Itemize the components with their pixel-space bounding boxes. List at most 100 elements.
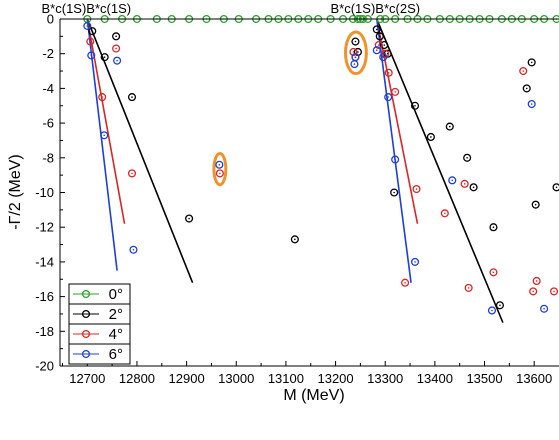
fit-line-second-0 bbox=[376, 18, 504, 323]
point-dot-s2-0 bbox=[89, 40, 92, 43]
point-dot-s1-19 bbox=[499, 304, 501, 307]
x-tick-label-9: 13600 bbox=[516, 371, 552, 386]
legend-label-3: 6° bbox=[109, 346, 123, 363]
point-dot-s1-15 bbox=[448, 125, 451, 128]
point-dot-s1-21 bbox=[530, 61, 533, 64]
point-dot-s2-3 bbox=[131, 172, 133, 175]
legend-marker-3 bbox=[81, 349, 91, 359]
point-s1-4 bbox=[185, 214, 194, 223]
y-tick-label-1: -2 bbox=[42, 46, 54, 61]
point-s2-9 bbox=[384, 68, 393, 77]
point-dot-s3-1 bbox=[90, 54, 93, 57]
highlight-layer bbox=[212, 30, 368, 187]
point-s1-3 bbox=[127, 93, 137, 102]
x-tick-label-4: 13100 bbox=[268, 371, 304, 386]
fit-lines-layer bbox=[86, 18, 504, 323]
point-dot-s2-13 bbox=[444, 212, 446, 215]
point-s3-16 bbox=[540, 304, 549, 313]
point-dot-s1-23 bbox=[555, 186, 558, 189]
point-dot-s3-5 bbox=[218, 163, 221, 166]
point-dot-s3-16 bbox=[543, 307, 545, 310]
point-s3-12 bbox=[410, 257, 420, 266]
legend-label-1: 2° bbox=[109, 306, 123, 323]
x-tick-label-2: 12900 bbox=[169, 371, 205, 386]
x-tick-label-0: 12700 bbox=[69, 371, 105, 386]
point-dot-s2-9 bbox=[387, 71, 390, 74]
point-dot-s1-2 bbox=[115, 35, 117, 38]
point-dot-s1-3 bbox=[131, 96, 133, 98]
point-s2-16 bbox=[489, 268, 498, 277]
point-s2-0 bbox=[86, 37, 95, 46]
point-s1-8 bbox=[372, 25, 381, 34]
point-s2-18 bbox=[529, 287, 538, 296]
point-dot-s2-1 bbox=[101, 96, 104, 98]
point-dot-s1-8 bbox=[375, 28, 378, 31]
point-s1-20 bbox=[522, 84, 531, 93]
point-s3-4 bbox=[129, 245, 138, 254]
point-s1-1 bbox=[100, 53, 109, 62]
y-tick-label-0: 0 bbox=[47, 12, 54, 27]
y-tick-label-9: -18 bbox=[35, 324, 54, 339]
highlight-ellipse-1 bbox=[343, 30, 368, 76]
fit-line-first-3 bbox=[86, 18, 118, 271]
point-dot-s1-0 bbox=[91, 30, 94, 32]
x-ticks: 12700 12800 12900 13000 13100 13200 13300 13400… bbox=[61, 361, 552, 386]
point-dot-s3-15 bbox=[530, 103, 533, 105]
point-dot-s2-2 bbox=[115, 47, 117, 50]
fit-line-second-1 bbox=[375, 18, 419, 224]
point-dot-s2-19 bbox=[535, 280, 538, 282]
point-s3-5 bbox=[215, 160, 224, 169]
point-dot-s1-14 bbox=[430, 136, 432, 138]
y-tick-label-2: -4 bbox=[42, 81, 54, 96]
point-s2-1 bbox=[98, 93, 107, 102]
point-s1-13 bbox=[410, 101, 420, 110]
point-dot-s2-11 bbox=[404, 281, 406, 284]
point-s2-2 bbox=[112, 44, 121, 53]
point-s1-0 bbox=[88, 27, 97, 36]
x-axis-title: M (MeV) bbox=[283, 387, 344, 404]
fit-line-second-2 bbox=[375, 18, 412, 283]
x-tick-label-1: 12800 bbox=[119, 371, 155, 386]
point-dot-s1-18 bbox=[492, 226, 495, 228]
y-tick-label-4: -8 bbox=[42, 150, 54, 165]
point-s2-6 bbox=[349, 47, 358, 57]
point-s3-9 bbox=[379, 53, 388, 62]
legend-label-2: 4° bbox=[109, 326, 123, 343]
highlight-ellipse-0 bbox=[212, 151, 228, 187]
point-dot-s3-11 bbox=[394, 158, 396, 161]
point-s3-2 bbox=[100, 131, 109, 140]
point-dot-s3-8 bbox=[375, 49, 378, 52]
y-tick-label-10: -20 bbox=[35, 359, 54, 374]
y-tick-label-5: -10 bbox=[35, 185, 54, 200]
point-dot-s2-15 bbox=[467, 287, 470, 289]
point-dot-s1-17 bbox=[472, 186, 475, 189]
point-s3-11 bbox=[391, 155, 400, 164]
point-s1-5 bbox=[290, 235, 299, 244]
point-s1-14 bbox=[426, 132, 435, 142]
point-s3-10 bbox=[384, 93, 393, 102]
x-tick-label-6: 13300 bbox=[367, 371, 403, 386]
point-s1-2 bbox=[112, 32, 121, 41]
point-dot-s3-12 bbox=[414, 261, 416, 263]
point-s2-15 bbox=[464, 283, 473, 292]
point-s3-8 bbox=[372, 46, 381, 55]
threshold-label-0: B*c(1S)B*c(1S) bbox=[42, 1, 132, 16]
point-dot-s1-13 bbox=[414, 104, 416, 107]
point-dot-s1-12 bbox=[393, 191, 395, 194]
y-ticks: 0 -2 -4 -6 -8 -10 -12 -14 -16 -18 -20 bbox=[35, 12, 65, 374]
point-s2-7 bbox=[374, 40, 383, 50]
point-dot-s1-10 bbox=[383, 44, 386, 46]
legend: 0° 2° 4° 6° bbox=[68, 283, 131, 365]
point-dot-s2-16 bbox=[492, 271, 495, 274]
point-dot-s2-17 bbox=[522, 70, 525, 72]
threshold-label-1: B*c(1S)B*c(2S) bbox=[330, 1, 420, 16]
fit-line-first-1 bbox=[86, 18, 194, 284]
x-tick-label-7: 13400 bbox=[417, 371, 453, 386]
point-dot-s3-2 bbox=[103, 134, 105, 137]
point-s3-13 bbox=[448, 176, 457, 185]
legend-label-0: 0° bbox=[109, 286, 123, 303]
point-dot-s1-6 bbox=[354, 40, 357, 43]
point-dot-s2-18 bbox=[532, 290, 534, 293]
point-s1-23 bbox=[552, 183, 559, 192]
